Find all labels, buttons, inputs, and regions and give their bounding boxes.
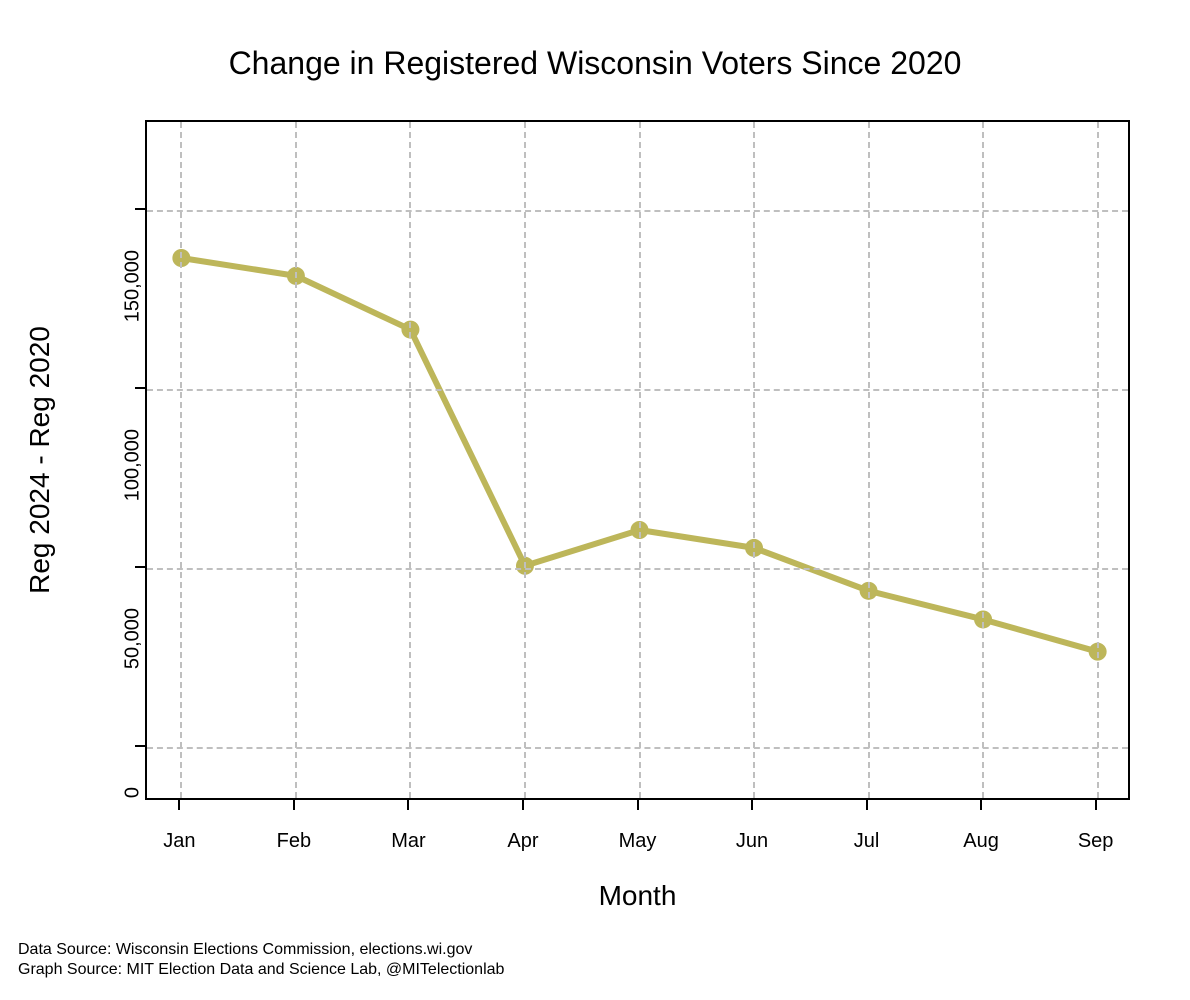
gridline-vertical	[868, 122, 870, 798]
gridline-vertical	[1097, 122, 1099, 798]
x-tick-label: Mar	[391, 830, 425, 853]
x-tick-mark	[407, 800, 409, 810]
y-tick-label: 50,000	[122, 590, 145, 669]
gridline-vertical	[524, 122, 526, 798]
y-tick-label: 100,000	[122, 411, 145, 501]
footer-text: Data Source: Wisconsin Elections Commiss…	[18, 940, 504, 980]
gridline-vertical	[753, 122, 755, 798]
gridline-vertical	[639, 122, 641, 798]
x-tick-label: Aug	[963, 830, 999, 853]
y-tick-mark	[135, 208, 145, 210]
x-tick-label: Sep	[1078, 830, 1114, 853]
y-tick-mark	[135, 566, 145, 568]
x-tick-mark	[178, 800, 180, 810]
x-tick-mark	[980, 800, 982, 810]
gridline-vertical	[295, 122, 297, 798]
x-tick-mark	[293, 800, 295, 810]
x-tick-mark	[637, 800, 639, 810]
x-tick-label: Jun	[736, 830, 768, 853]
footer-line-2: Graph Source: MIT Election Data and Scie…	[18, 960, 504, 980]
x-tick-label: May	[619, 830, 657, 853]
x-tick-label: Jul	[854, 830, 880, 853]
footer-line-1: Data Source: Wisconsin Elections Commiss…	[18, 940, 504, 960]
x-axis-label: Month	[599, 880, 677, 912]
y-tick-mark	[135, 745, 145, 747]
gridline-vertical	[180, 122, 182, 798]
gridline-vertical	[409, 122, 411, 798]
x-tick-mark	[866, 800, 868, 810]
x-tick-label: Jan	[163, 830, 195, 853]
y-tick-label: 150,000	[122, 232, 145, 322]
plot-area	[145, 120, 1130, 800]
x-tick-label: Feb	[277, 830, 311, 853]
x-tick-mark	[1095, 800, 1097, 810]
x-tick-mark	[751, 800, 753, 810]
chart-title: Change in Registered Wisconsin Voters Si…	[0, 45, 1190, 82]
y-tick-label: 0	[122, 769, 145, 798]
gridline-vertical	[982, 122, 984, 798]
y-tick-mark	[135, 387, 145, 389]
x-tick-label: Apr	[507, 830, 538, 853]
x-tick-mark	[522, 800, 524, 810]
y-axis-label: Reg 2024 - Reg 2020	[24, 326, 56, 594]
